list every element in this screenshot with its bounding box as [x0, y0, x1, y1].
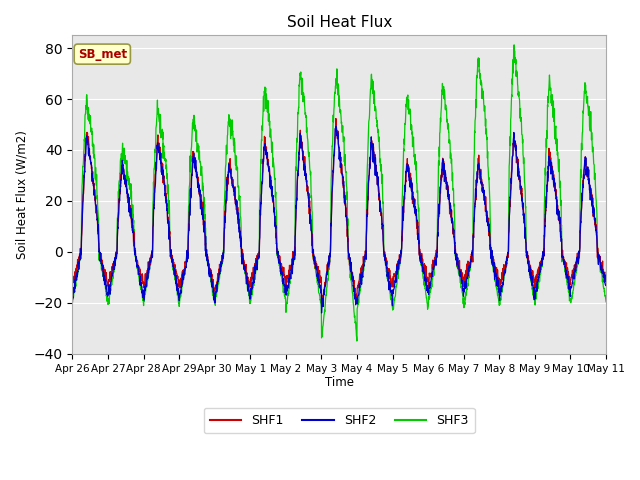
SHF2 — [570, 276, 578, 282]
SHF1 — [556, 218, 563, 224]
SHF2 — [556, 215, 563, 220]
SHF3 — [367, 91, 374, 96]
SHF1 — [355, 278, 363, 284]
Y-axis label: Soil Heat Flux (W/m2): Soil Heat Flux (W/m2) — [15, 130, 28, 259]
SHF2 — [68, 294, 76, 300]
SHF2 — [317, 310, 325, 316]
SHF1 — [218, 259, 225, 265]
SHF1 — [570, 265, 578, 271]
SHF1 — [318, 300, 326, 306]
Line: SHF2: SHF2 — [72, 126, 606, 313]
SHF3 — [495, 295, 502, 300]
SHF2 — [218, 263, 225, 268]
SHF3 — [218, 264, 225, 270]
SHF1 — [68, 275, 76, 280]
SHF2 — [355, 290, 363, 296]
SHF1 — [495, 275, 502, 281]
SHF3 — [602, 299, 610, 305]
Text: SB_met: SB_met — [77, 48, 127, 60]
SHF1 — [332, 116, 340, 121]
SHF1 — [602, 276, 610, 282]
SHF3 — [355, 300, 362, 306]
X-axis label: Time: Time — [324, 376, 354, 389]
SHF2 — [332, 123, 340, 129]
SHF2 — [367, 156, 374, 162]
SHF2 — [602, 282, 610, 288]
SHF3 — [353, 338, 361, 344]
Line: SHF1: SHF1 — [72, 119, 606, 303]
SHF3 — [510, 42, 518, 48]
SHF3 — [68, 300, 76, 306]
SHF3 — [570, 280, 578, 286]
SHF2 — [495, 285, 502, 291]
Line: SHF3: SHF3 — [72, 45, 606, 341]
Legend: SHF1, SHF2, SHF3: SHF1, SHF2, SHF3 — [204, 408, 475, 433]
Title: Soil Heat Flux: Soil Heat Flux — [287, 15, 392, 30]
SHF1 — [367, 153, 374, 158]
SHF3 — [556, 168, 563, 174]
